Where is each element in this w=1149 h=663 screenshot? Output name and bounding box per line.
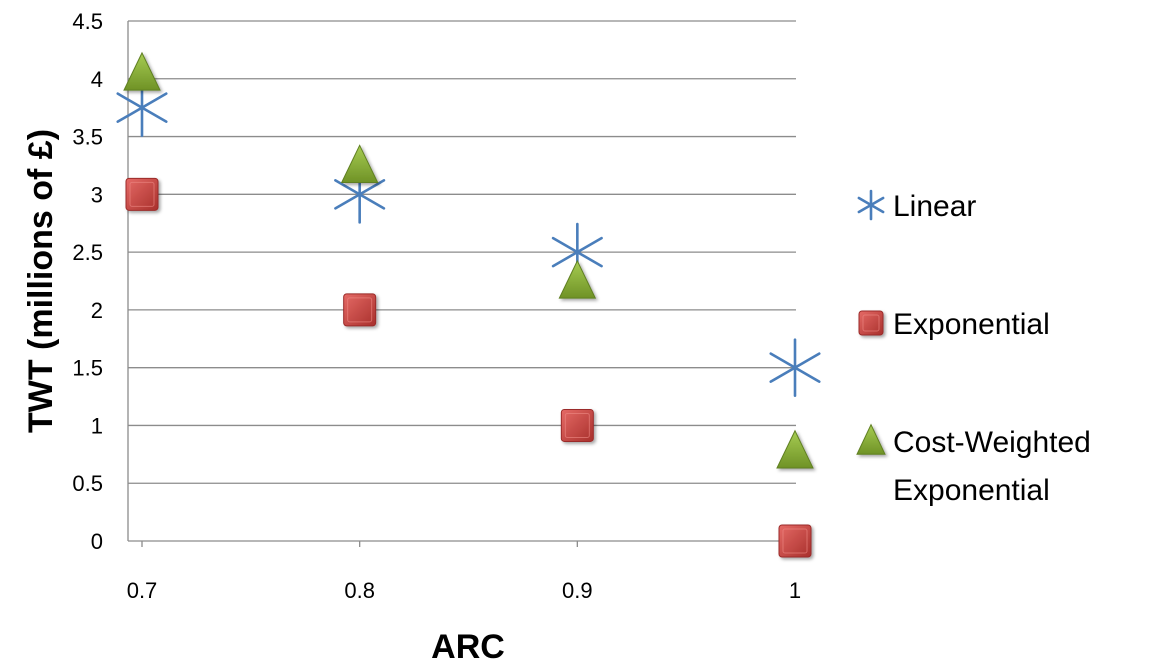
- y-tick-label: 3.5: [72, 125, 103, 150]
- series-square: [125, 177, 812, 558]
- series-star: [116, 78, 821, 397]
- y-tick-label: 0.5: [72, 471, 103, 496]
- data-point: [560, 408, 594, 442]
- legend-label: Cost-Weighted: [893, 426, 1091, 459]
- y-tick-label: 4: [91, 67, 103, 92]
- data-point: [340, 144, 379, 184]
- x-tick-label: 0.7: [127, 578, 158, 603]
- legend-marker: [857, 189, 885, 221]
- data-series: [116, 51, 821, 558]
- x-axis-title: ARC: [431, 628, 505, 663]
- legend-entry: Linear: [857, 189, 976, 223]
- legend: Linear Exponential Cost-Weighted Exponentia…: [856, 189, 1091, 507]
- y-tick-label: 3: [91, 182, 103, 207]
- legend-marker: [856, 423, 886, 455]
- data-point: [125, 177, 159, 211]
- y-tick-label: 2.5: [72, 240, 103, 265]
- x-tick-label: 0.8: [344, 578, 375, 603]
- legend-entry: Exponential: [858, 308, 1050, 341]
- y-axis-title: TWT (millions of £): [22, 129, 60, 433]
- data-point: [123, 51, 161, 91]
- y-tick-label: 4.5: [72, 9, 103, 34]
- legend-entry: Cost-Weighted Exponential: [856, 423, 1091, 507]
- axes: [127, 21, 796, 547]
- data-point: [343, 293, 377, 327]
- y-tick-label: 1.5: [72, 356, 103, 381]
- tick-labels: 0 0.5 1 1.5 2 2.5 3 3.5 4 4.5 0.7 0.8 0.9 1: [72, 9, 801, 603]
- gridlines: [128, 20, 796, 542]
- legend-label: Exponential: [893, 308, 1050, 341]
- x-tick-label: 0.9: [562, 578, 593, 603]
- legend-label: Exponential: [893, 474, 1050, 507]
- y-tick-label: 2: [91, 298, 103, 323]
- series-triangle: [123, 51, 814, 469]
- data-point: [778, 524, 812, 558]
- y-tick-label: 0: [91, 529, 103, 554]
- y-tick-label: 1: [91, 413, 103, 438]
- data-point: [769, 338, 821, 397]
- data-point: [558, 259, 597, 299]
- legend-marker: [858, 310, 884, 336]
- x-tick-label: 1: [789, 578, 801, 603]
- data-point: [776, 429, 814, 469]
- legend-label: Linear: [893, 190, 976, 223]
